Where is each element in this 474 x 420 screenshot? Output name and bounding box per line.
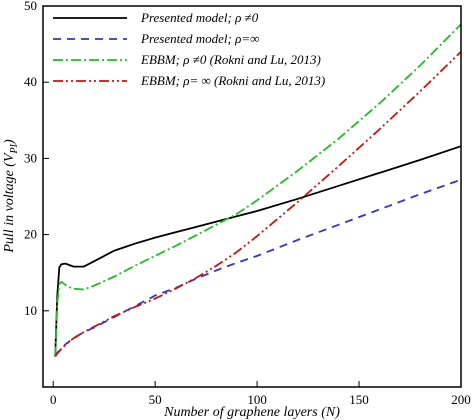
plot-frame [42,5,462,388]
x-tick-label: 50 [149,392,162,407]
x-tick-label: 100 [247,392,267,407]
y-axis-label-main: Pull in voltage (V [2,152,17,254]
series-line-2 [54,178,462,357]
legend-label-3: EBBM; ρ ≠0 (Rokni and Lu, 2013) [140,52,321,67]
legend: Presented model; ρ ≠0 Presented model; ρ=… [53,10,325,88]
series-line-4 [54,51,462,358]
legend-label-1: Presented model; ρ ≠0 [140,10,259,25]
ticks-layer: 0 50 100 150 200 10 20 30 40 50 [24,0,471,407]
y-tick-label: 10 [24,303,37,318]
y-axis-label-close: ) [2,139,17,145]
x-tick-label: 150 [349,392,369,407]
legend-label-4: EBBM; ρ= ∞ (Rokni and Lu, 2013) [140,73,325,88]
y-axis-label-sub: PI [9,143,20,154]
x-axis-label: Number of graphene layers (N) [163,405,340,420]
series-line-1 [54,145,462,357]
y-tick-label: 20 [24,227,37,242]
y-tick-label: 30 [24,150,37,165]
series-layer [54,23,462,358]
legend-label-2: Presented model; ρ=∞ [140,31,259,46]
y-tick-label: 40 [24,74,37,89]
series-line-3 [54,23,462,357]
x-tick-label: 0 [50,392,57,407]
y-axis-label: Pull in voltage (VPI) [2,139,20,254]
y-tick-label: 50 [24,0,37,13]
x-tick-label: 200 [451,392,471,407]
